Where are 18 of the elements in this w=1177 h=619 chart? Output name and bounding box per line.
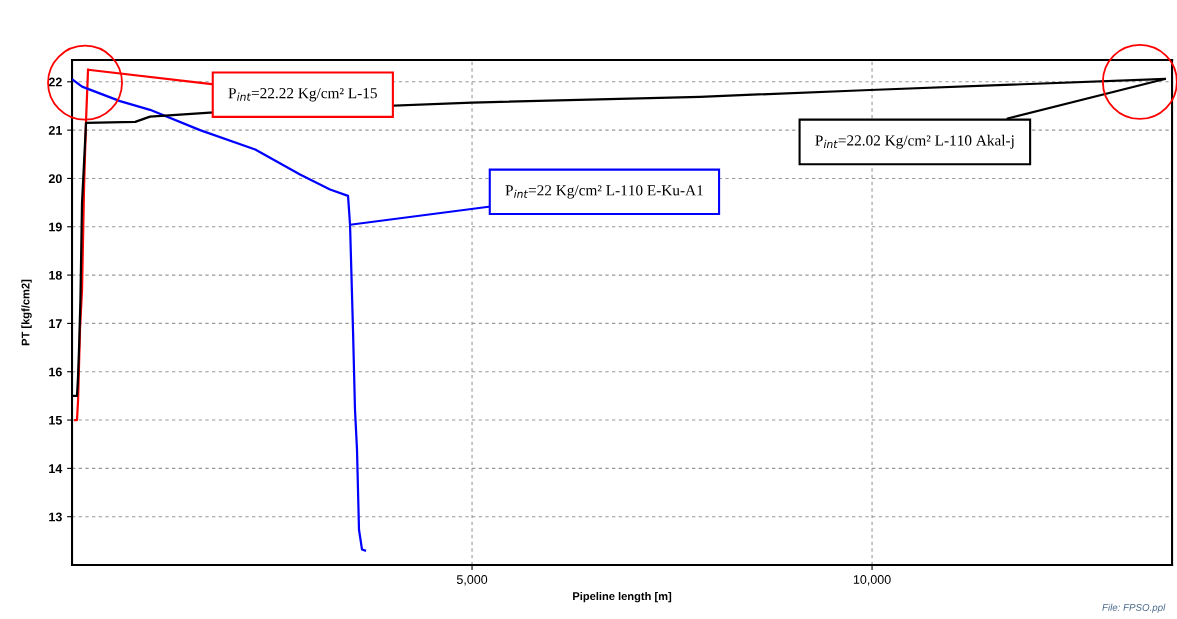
x-tick-label: 5,000: [456, 575, 488, 586]
y-tick-label: 13: [49, 512, 62, 522]
annotation: P$_{int}$=22.22 Kg/cm² L-15: [228, 88, 377, 102]
y-tick-label: 17: [49, 319, 62, 328]
y-tick-label: 20: [48, 174, 62, 184]
annotation: P$_{int}$=22 Kg/cm² L-110 E-Ku-A1: [505, 185, 703, 199]
y-tick-label: 18: [49, 270, 62, 280]
y-tick-label: 15: [49, 415, 62, 425]
y-tick-label: 19: [49, 222, 62, 232]
x-tick-label: 10,000: [853, 575, 891, 586]
x-axis-title: Pipeline length [m]: [573, 591, 672, 603]
y-tick-label: 16: [49, 367, 62, 377]
y-tick-label: 21: [48, 125, 62, 135]
y-axis-title: PT [kgf/cm2]: [21, 279, 32, 346]
annotation: P$_{int}$=22.02 Kg/cm² L-110 Akal-j: [815, 134, 1014, 149]
y-tick-label: 22: [48, 77, 62, 87]
y-tick-label: 14: [49, 464, 63, 473]
text: File: FPSO.ppl: [1102, 603, 1166, 613]
